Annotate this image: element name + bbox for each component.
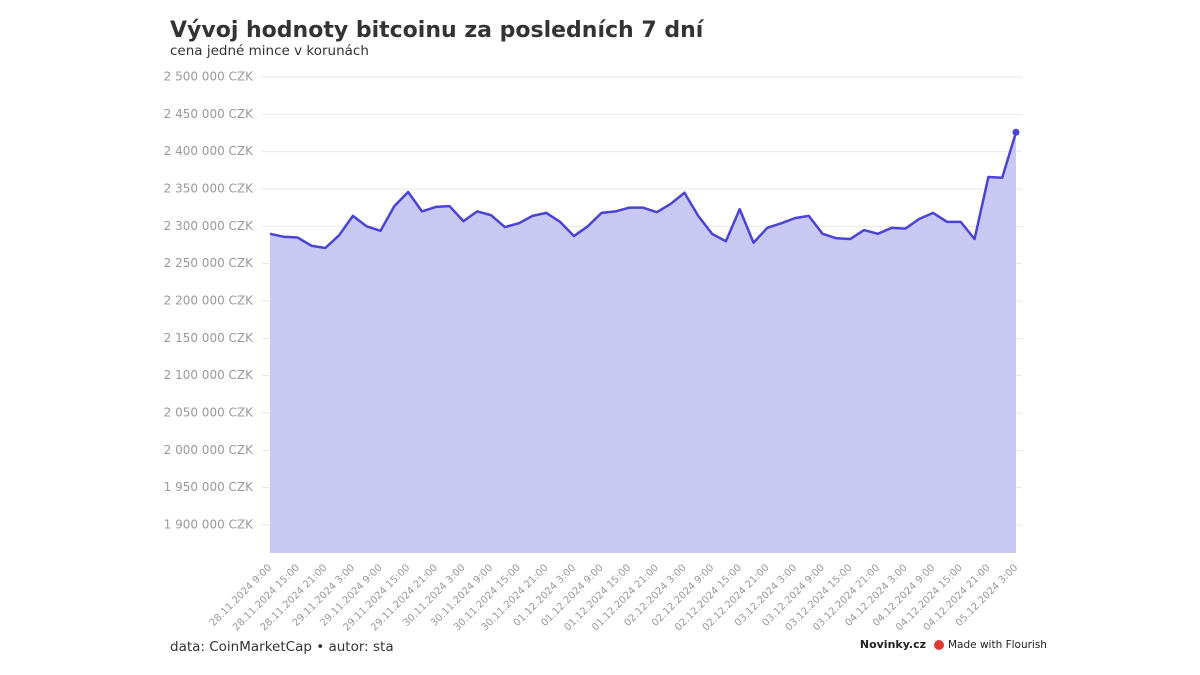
y-tick-label: 2 100 000 CZK (164, 368, 254, 382)
chart-subtitle: cena jedné mince v korunách (170, 43, 369, 59)
y-tick-label: 2 500 000 CZK (164, 70, 254, 84)
y-tick-label: 1 950 000 CZK (164, 480, 254, 494)
flourish-icon (934, 640, 944, 650)
brand: Novinky.cz (860, 638, 926, 651)
y-tick-label: 2 300 000 CZK (164, 219, 254, 233)
flourish-credit: Made with Flourish (948, 639, 1047, 651)
y-tick-label: 2 400 000 CZK (164, 144, 254, 158)
y-tick-label: 2 250 000 CZK (164, 256, 254, 270)
y-tick-label: 2 450 000 CZK (164, 107, 254, 121)
y-tick-label: 2 050 000 CZK (164, 406, 254, 420)
area (270, 132, 1016, 553)
last-point (1012, 128, 1020, 136)
y-tick-label: 2 000 000 CZK (164, 443, 254, 457)
source-note: data: CoinMarketCap • autor: sta (170, 639, 394, 655)
y-tick-label: 2 150 000 CZK (164, 331, 254, 345)
chart-title: Vývoj hodnoty bitcoinu za posledních 7 d… (170, 18, 705, 43)
y-tick-label: 2 200 000 CZK (164, 294, 254, 308)
line (269, 131, 1018, 250)
y-tick-label: 1 900 000 CZK (164, 518, 254, 532)
y-tick-label: 2 350 000 CZK (164, 182, 254, 196)
